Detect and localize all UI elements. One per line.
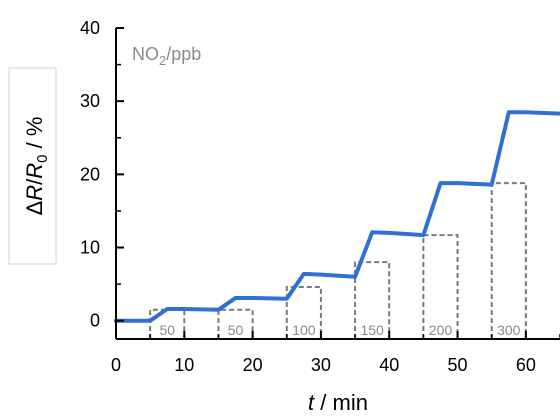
pulse-6 <box>490 182 527 339</box>
series-layer <box>114 110 560 323</box>
tick-labels: 0 10 20 30 40 0 10 20 30 40 50 60 <box>80 18 536 375</box>
y-axis-title-box <box>8 67 57 265</box>
pulse-label-1: 50 <box>159 322 175 338</box>
gas-annotation: NO2/ppb <box>132 44 201 68</box>
axes <box>115 27 560 340</box>
pulse-label-2: 50 <box>228 322 244 338</box>
x-axis-title: t / min <box>308 390 368 415</box>
pulse-label-6: 300 <box>497 322 521 338</box>
x-tick-label-50: 50 <box>448 355 468 375</box>
y-axis-title: ΔR/R0 / % <box>22 117 51 216</box>
pulse-5 <box>422 234 459 339</box>
x-tick-label-60: 60 <box>516 355 536 375</box>
pulse-3 <box>285 286 322 339</box>
y-tick-label-20: 20 <box>80 164 100 184</box>
pulse-label-3: 100 <box>292 322 316 338</box>
y-tick-label-0: 0 <box>90 311 100 331</box>
y-tick-label-10: 10 <box>80 238 100 258</box>
x-tick-label-0: 0 <box>111 355 121 375</box>
concentration-pulses: 50 50 100 150 200 300 <box>149 182 527 339</box>
x-tick-label-30: 30 <box>311 355 331 375</box>
y-tick-label-30: 30 <box>80 91 100 111</box>
pulse-label-5: 200 <box>429 322 453 338</box>
x-tick-label-10: 10 <box>174 355 194 375</box>
y-tick-label-40: 40 <box>80 18 100 38</box>
series-line-1 <box>114 110 560 323</box>
x-tick-label-20: 20 <box>243 355 263 375</box>
x-tick-label-40: 40 <box>379 355 399 375</box>
pulse-label-4: 150 <box>360 322 384 338</box>
